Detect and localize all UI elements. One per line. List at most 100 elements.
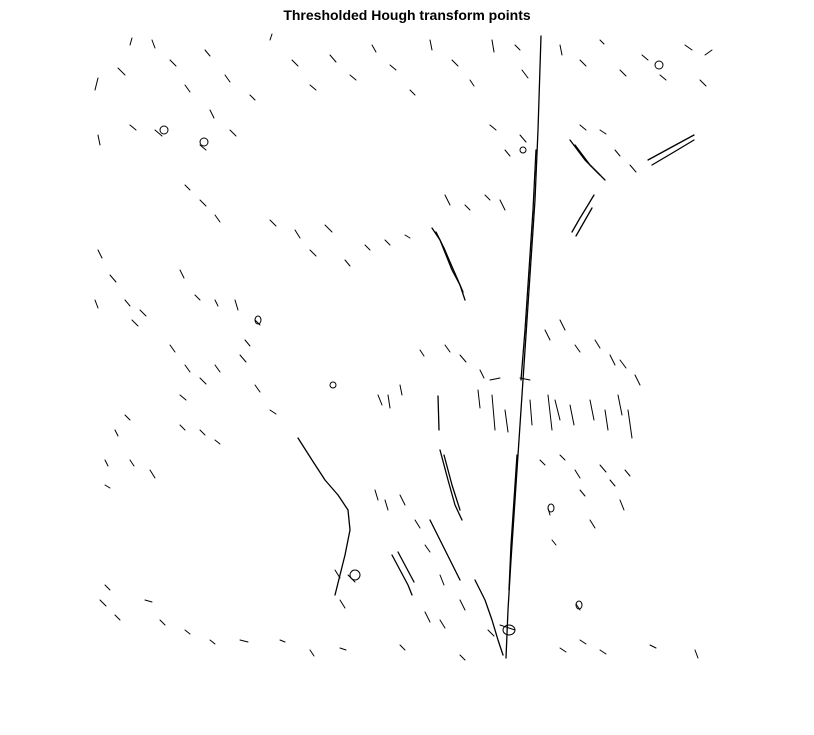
edge-segment [559, 647, 567, 653]
edge-segment [569, 404, 575, 426]
edge-trunk-lower [508, 454, 518, 591]
edge-segment [519, 134, 527, 143]
edge-segment [364, 244, 371, 251]
edge-segment [444, 194, 451, 206]
edge-segment [487, 629, 495, 637]
edge-segment [117, 67, 126, 76]
edge-segment [209, 109, 215, 119]
edge-segment [574, 344, 581, 353]
edge-segment [179, 394, 187, 401]
edge-segment [589, 519, 596, 529]
edge-segment [269, 219, 277, 227]
edge-segment [387, 394, 391, 409]
edge-segment [599, 649, 607, 655]
edge-segment [291, 59, 299, 67]
edge-segment [184, 84, 191, 93]
edge-segment [554, 399, 561, 421]
edge-segment [97, 249, 103, 259]
edge-segment [214, 299, 219, 307]
edge-segment [184, 629, 191, 635]
edge-segment [464, 204, 471, 211]
edge-segment [329, 381, 337, 389]
edge-segment [194, 294, 201, 301]
edge-segment [559, 454, 566, 461]
edge-segment [641, 54, 649, 61]
edge-segment [179, 269, 185, 279]
edge-segment [309, 649, 315, 657]
edge-segment [377, 394, 383, 406]
edge-segment [599, 39, 605, 45]
edge-diagonal-2 [443, 454, 461, 511]
edge-diagonal-6 [474, 579, 504, 656]
edge-segment [151, 39, 156, 49]
edge-diagonal-1 [439, 449, 463, 521]
edge-segment [659, 74, 667, 81]
edge-segment [159, 125, 169, 135]
edge-right-lower-2 [575, 207, 593, 237]
edge-segment [491, 394, 496, 431]
edge-segment [374, 489, 379, 501]
edge-segment [439, 574, 445, 586]
edge-segment [104, 584, 111, 591]
edge-segment [114, 429, 119, 437]
edge-segment [224, 74, 231, 83]
edge-segment [294, 229, 301, 239]
edge-segment [229, 129, 237, 137]
edge-segment [579, 59, 587, 67]
edge-segment [349, 74, 357, 81]
edge-slope-mid-2 [435, 231, 464, 293]
edge-segment [214, 439, 221, 445]
edge-segment [399, 644, 406, 651]
edge-segment [124, 414, 131, 421]
edge-segment [589, 399, 595, 421]
edge-segment [459, 654, 466, 661]
edge-segment [339, 647, 347, 651]
edge-segment [99, 599, 107, 607]
edge-segment [269, 33, 273, 41]
edge-segment [424, 611, 431, 623]
edge-segment [199, 199, 207, 207]
edge-segment [239, 354, 247, 363]
edge-segment [614, 149, 621, 157]
edge-segment [239, 639, 249, 643]
edge-segment [204, 49, 211, 57]
figure-title: Thresholded Hough transform points [283, 7, 531, 23]
edge-segment [199, 137, 209, 147]
edge-segment [654, 60, 664, 70]
edge-segment [104, 459, 109, 467]
edge-segment [399, 384, 403, 396]
edge-x-2 [574, 144, 606, 181]
edge-segment [154, 129, 163, 137]
edge-segment [279, 639, 286, 643]
edge-segment [234, 299, 239, 311]
edge-segment [334, 569, 341, 579]
edge-segment [599, 464, 607, 473]
edge-segment [551, 539, 557, 546]
edge-segment [619, 499, 625, 511]
edge-segment [479, 369, 485, 379]
edge-segment [575, 600, 583, 610]
edge-segment [97, 134, 101, 146]
edge-segment [169, 344, 176, 353]
edge-segment [249, 94, 256, 101]
edge-segment [309, 249, 317, 257]
edge-segment [129, 37, 133, 46]
edge-segment [169, 59, 177, 67]
edge-segment [499, 199, 506, 211]
edge-slope-left [297, 437, 351, 596]
edge-segment [109, 274, 117, 283]
edge-segment [609, 479, 616, 487]
edge-segment [349, 569, 361, 581]
edge-segment [419, 349, 425, 357]
edge-segment [504, 149, 511, 157]
edge-segment [124, 299, 131, 307]
edge-segment [129, 459, 135, 467]
edge-segment [404, 234, 411, 239]
foliage-edges [94, 33, 713, 661]
edge-segment [514, 44, 521, 51]
edge-segment [544, 329, 551, 341]
edge-segment [694, 649, 699, 659]
edge-segment [209, 639, 216, 645]
edge-trunk-right-inner [520, 149, 537, 381]
